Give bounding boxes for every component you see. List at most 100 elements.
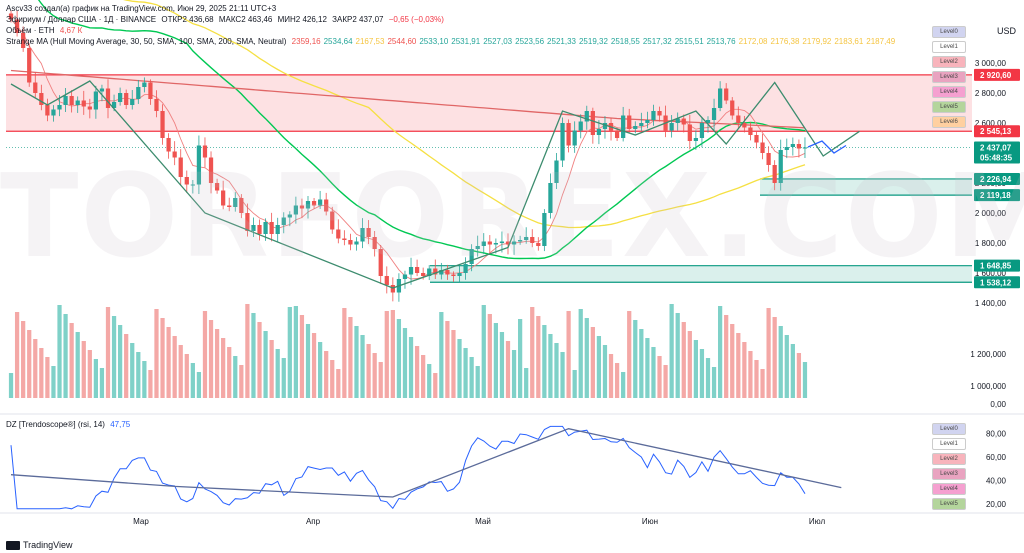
volume-bar — [457, 339, 462, 398]
volume-bar — [784, 335, 789, 398]
indicator-value: 2519,32 — [578, 37, 608, 46]
price-badge — [974, 276, 1020, 289]
candle-body — [754, 135, 759, 143]
volume-bar — [354, 326, 359, 398]
level-swatch-2: Level2 — [932, 56, 966, 68]
candle-body — [693, 138, 698, 141]
candle-body — [342, 238, 347, 240]
level-swatch-2: Level2 — [932, 453, 966, 465]
candle-body — [378, 249, 383, 276]
indicator-value: 2531,91 — [451, 37, 481, 46]
volume-bar — [208, 320, 214, 398]
volume-bar — [221, 338, 226, 398]
candle-body — [718, 88, 723, 108]
candle-body — [330, 211, 335, 230]
ohlc-open: ОТКР2 436,68 — [161, 15, 214, 24]
volume-bar — [227, 347, 232, 398]
candle-body — [348, 240, 353, 245]
indicator-value: 2513,76 — [706, 37, 736, 46]
volume-bar — [196, 372, 202, 398]
symbol-name[interactable]: Эфириум / Доллар США · 1Д · BINANCE — [6, 15, 157, 24]
volume-bar — [202, 311, 208, 398]
volume-bar — [378, 362, 383, 398]
volume-bar — [366, 344, 371, 398]
price-badge — [974, 125, 1020, 138]
candle-body — [166, 138, 171, 152]
volume-tick-label: 1 000,000 — [970, 382, 1006, 391]
indicator-value: 2544,60 — [387, 37, 417, 46]
volume-legend[interactable]: Объём · ETH 4,67 К — [6, 25, 85, 36]
candle-body — [124, 93, 129, 105]
price-zone — [430, 265, 972, 283]
oscillator-legend[interactable]: DZ [Trendoscope®] (rsi, 14) 47,75 — [6, 419, 133, 430]
oscillator-value: 47,75 — [110, 420, 131, 429]
indicator-values: 2359,16 2534,64 2167,53 2544,60 2533,10 2531,… — [292, 37, 899, 46]
x-axis-label: Май — [475, 517, 491, 526]
candle-body — [627, 115, 632, 129]
candle-body — [33, 82, 38, 93]
candle-body — [14, 19, 20, 33]
volume-bar — [402, 328, 408, 398]
indicator-value: 2359,16 — [291, 37, 321, 46]
tradingview-logo[interactable]: TradingView — [6, 540, 73, 550]
oscillator-name: DZ [Trendoscope®] (rsi, 14) — [6, 420, 105, 429]
volume-bar — [87, 350, 92, 398]
candle-body — [360, 228, 365, 242]
candle-body — [481, 241, 486, 246]
price-zone — [6, 74, 972, 132]
volume-bar — [408, 337, 414, 398]
volume-bar — [633, 320, 638, 398]
volume-bar — [772, 317, 777, 398]
candle-body — [657, 111, 662, 116]
volume-bar — [736, 333, 741, 398]
candle-body — [227, 205, 232, 207]
volume-bar — [251, 313, 256, 398]
volume-bar — [475, 366, 480, 398]
candle-body — [257, 225, 262, 234]
level-swatch-5: Level5 — [932, 101, 966, 113]
oscillator-tick-label: 40,00 — [986, 477, 1007, 486]
volume-bar — [711, 367, 717, 398]
volume-bar — [396, 319, 402, 398]
candle-body — [269, 222, 274, 234]
candle-body — [318, 199, 323, 206]
currency-label[interactable]: USD — [996, 26, 1016, 36]
price-tick-label: 1 600,00 — [975, 269, 1007, 278]
volume-bar — [693, 340, 698, 398]
candle-body — [305, 201, 311, 209]
volume-bar — [748, 351, 753, 398]
candle-body — [160, 111, 165, 138]
candle-body — [136, 87, 141, 99]
candle-body — [245, 213, 250, 231]
volume-bar — [645, 338, 650, 398]
candle-body — [705, 120, 711, 123]
candle-body — [487, 241, 492, 245]
volume-bar — [214, 329, 220, 398]
level-swatch-1: Level1 — [932, 41, 966, 53]
candle-body — [142, 82, 147, 87]
candle-body — [324, 199, 329, 212]
volume-bar — [263, 331, 268, 398]
candle-body — [439, 270, 444, 275]
volume-bar — [681, 322, 686, 398]
volume-bar — [675, 313, 680, 398]
volume-bar — [590, 327, 595, 398]
volume-bar — [602, 345, 608, 398]
x-axis-label: Апр — [306, 517, 321, 526]
volume-bar — [142, 361, 147, 398]
price-tick-label: 2 800,00 — [975, 89, 1007, 98]
candle-body — [724, 88, 729, 101]
volume-bar — [548, 334, 553, 398]
candle-body — [221, 190, 226, 206]
candle-body — [372, 237, 377, 249]
indicator-legend[interactable]: Strange MA (Hull Moving Average, 30, 50,… — [6, 36, 901, 47]
price-tick-label: 1 400,00 — [975, 299, 1007, 308]
volume-bar — [318, 342, 323, 398]
indicator-value: 2187,49 — [866, 37, 896, 46]
volume-bar — [414, 346, 420, 398]
candle-body — [475, 246, 480, 249]
volume-bar — [627, 311, 632, 398]
volume-bar — [160, 318, 165, 398]
volume-bar — [136, 352, 141, 398]
